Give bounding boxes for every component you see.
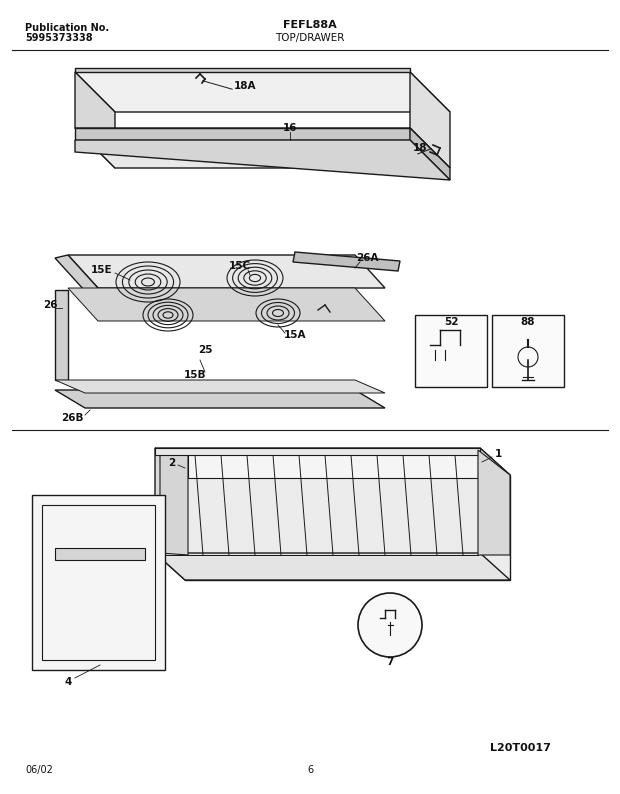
Polygon shape xyxy=(155,448,185,580)
Polygon shape xyxy=(55,390,385,408)
Text: 15A: 15A xyxy=(284,330,306,340)
Polygon shape xyxy=(188,450,478,478)
Polygon shape xyxy=(480,448,510,580)
Text: 15B: 15B xyxy=(184,370,206,380)
Polygon shape xyxy=(68,255,385,288)
Polygon shape xyxy=(75,68,410,72)
Text: 5995373338: 5995373338 xyxy=(25,33,92,43)
Text: 15C: 15C xyxy=(229,261,251,271)
Circle shape xyxy=(518,347,538,367)
Polygon shape xyxy=(478,450,510,555)
Text: 88: 88 xyxy=(521,317,535,327)
Polygon shape xyxy=(75,128,450,168)
Text: 26B: 26B xyxy=(61,413,83,423)
Text: 06/02: 06/02 xyxy=(25,765,53,775)
Text: L20T0017: L20T0017 xyxy=(490,743,551,753)
Polygon shape xyxy=(32,495,165,670)
Text: 4: 4 xyxy=(64,677,72,687)
Text: 26A: 26A xyxy=(356,253,378,263)
Text: 15E: 15E xyxy=(91,265,113,275)
Polygon shape xyxy=(55,548,145,560)
Text: 26: 26 xyxy=(43,300,57,310)
Polygon shape xyxy=(185,475,510,580)
Text: 1: 1 xyxy=(494,449,502,459)
Polygon shape xyxy=(68,288,385,321)
Text: 25: 25 xyxy=(198,345,212,355)
Text: Publication No.: Publication No. xyxy=(25,23,109,33)
Polygon shape xyxy=(55,255,98,291)
Polygon shape xyxy=(75,72,115,168)
Polygon shape xyxy=(410,72,450,168)
Text: 6: 6 xyxy=(307,765,313,775)
Text: TOP/DRAWER: TOP/DRAWER xyxy=(275,33,345,43)
Polygon shape xyxy=(55,380,385,393)
Polygon shape xyxy=(293,252,400,271)
Text: 7: 7 xyxy=(386,657,394,667)
Polygon shape xyxy=(55,290,68,380)
Text: 52: 52 xyxy=(444,317,458,327)
Polygon shape xyxy=(75,140,450,180)
Polygon shape xyxy=(160,450,188,555)
Polygon shape xyxy=(75,72,450,112)
Polygon shape xyxy=(155,448,510,475)
Polygon shape xyxy=(75,128,410,140)
Polygon shape xyxy=(410,128,450,180)
Text: FEFL88A: FEFL88A xyxy=(283,20,337,30)
Text: 16: 16 xyxy=(283,123,297,133)
Text: 2: 2 xyxy=(169,458,175,468)
Polygon shape xyxy=(155,448,480,455)
Polygon shape xyxy=(155,553,510,580)
Circle shape xyxy=(358,593,422,657)
Text: 18A: 18A xyxy=(234,81,256,91)
Text: 18: 18 xyxy=(413,143,427,153)
Bar xyxy=(415,315,487,387)
Bar xyxy=(492,315,564,387)
